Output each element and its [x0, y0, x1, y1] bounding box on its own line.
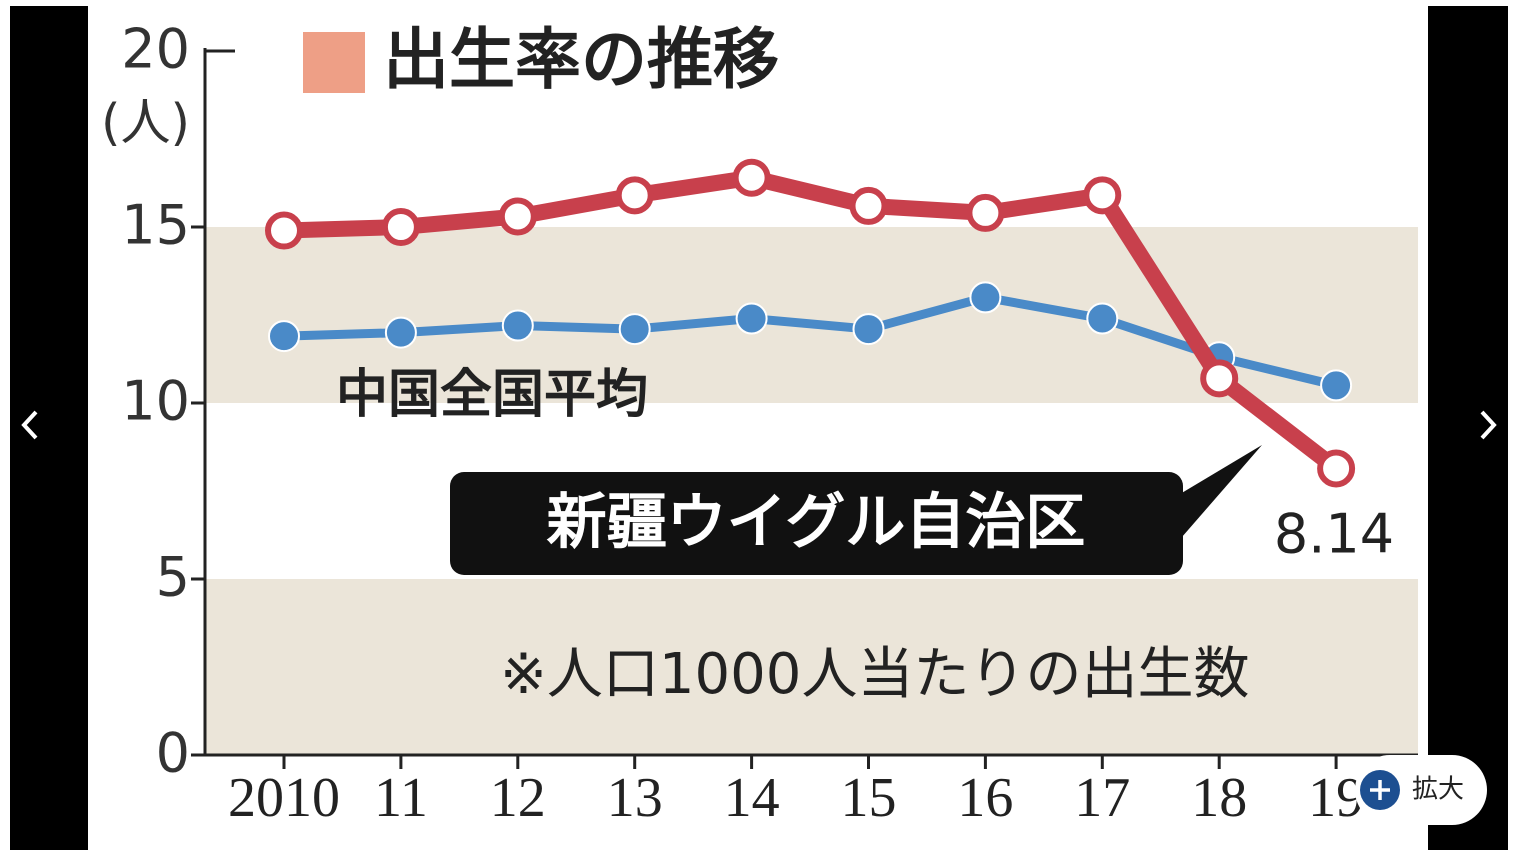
- next-button[interactable]: [1480, 410, 1497, 440]
- data-point: [1086, 302, 1119, 335]
- data-point: [615, 176, 654, 215]
- y-axis-unit: (人): [101, 94, 190, 152]
- x-tick-label: 12: [490, 767, 546, 829]
- shaded-band: [205, 579, 1418, 755]
- x-tick-label: 15: [841, 767, 897, 829]
- data-point: [1200, 359, 1239, 398]
- zoom-label[interactable]: 拡大: [1412, 775, 1464, 805]
- x-tick-label: 14: [724, 767, 780, 829]
- data-point: [384, 316, 417, 349]
- x-tick-label: 16: [957, 767, 1013, 829]
- chart-note: ※人口1000人当たりの出生数: [500, 642, 1249, 707]
- data-point: [501, 309, 534, 342]
- zoom-plus: [1370, 780, 1390, 800]
- data-point: [1317, 449, 1356, 488]
- x-tick-label: 19: [1308, 767, 1364, 829]
- chart: 0 5 10 15 20 (人) 2010 11 12 13 14 15 16 17 18 19 出生率の推移中…: [101, 18, 1418, 829]
- callout-pointer: [1170, 445, 1262, 545]
- data-point: [966, 193, 1005, 232]
- data-point: [849, 186, 888, 225]
- series-label-china: 中国全国平均: [336, 365, 648, 425]
- x-tick-label: 18: [1191, 767, 1247, 829]
- data-point: [265, 211, 303, 250]
- series-label-box: [450, 472, 1183, 575]
- title-marker: [303, 32, 365, 93]
- y-tick-label: 10: [121, 370, 190, 433]
- data-point: [735, 302, 768, 335]
- data-point: [1083, 176, 1122, 215]
- prev-button[interactable]: [21, 410, 38, 440]
- data-point: [498, 197, 537, 236]
- series-line-xinjiang: [283, 169, 1341, 475]
- chart-title: 出生率の推移: [383, 21, 779, 98]
- x-tick-label: 13: [607, 767, 663, 829]
- x-tick-label: 17: [1074, 767, 1130, 829]
- y-tick-label: 5: [156, 546, 190, 609]
- data-point: [1320, 369, 1353, 402]
- x-tick-label: 2010: [228, 767, 340, 829]
- y-tick-label: 20: [121, 18, 190, 81]
- series-label-xinjiang: 新疆ウイグル自治区: [547, 488, 1086, 558]
- data-point: [732, 158, 771, 197]
- x-tick-label: 11: [374, 767, 428, 829]
- zoom-button[interactable]: 拡大: [1355, 755, 1487, 825]
- data-point: [969, 281, 1002, 314]
- value-label: 8.14: [1274, 503, 1394, 566]
- y-tick-label: 15: [121, 194, 190, 257]
- series-line-china: [283, 292, 1338, 390]
- data-point: [268, 320, 300, 353]
- data-point: [381, 208, 420, 246]
- data-point: [852, 313, 885, 346]
- data-point: [618, 313, 651, 346]
- y-tick-label: 0: [156, 722, 190, 785]
